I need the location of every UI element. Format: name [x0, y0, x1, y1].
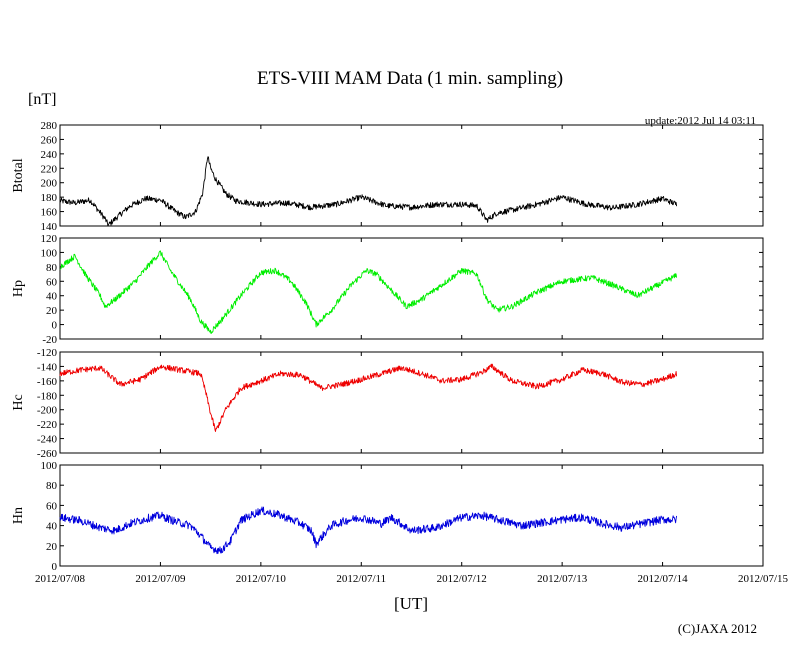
y-tick-label: 40	[46, 521, 58, 533]
x-tick-label: 2012/07/15	[738, 573, 789, 585]
y-tick-label: -260	[37, 448, 58, 460]
y-tick-label: -200	[37, 405, 58, 417]
y-tick-label: 120	[41, 233, 58, 245]
series-line-hc	[59, 363, 678, 432]
y-tick-label: 60	[46, 500, 58, 512]
y-tick-label: 0	[52, 320, 58, 332]
panel-label-btotal: Btotal	[11, 158, 26, 192]
y-tick-label: 80	[46, 262, 58, 274]
y-tick-label: 20	[46, 305, 58, 317]
panel-btotal: 140 160 180 200 220 240 260 280 Btotal	[11, 120, 764, 233]
y-tick-label: 60	[46, 276, 58, 288]
panel-label-hn: Hn	[11, 507, 26, 524]
y-tick-label: 20	[46, 541, 58, 553]
panel-frame-hc	[59, 351, 764, 454]
panel-label-hp: Hp	[11, 280, 26, 297]
y-tick-label: -220	[37, 419, 58, 431]
y-tick-label: 220	[41, 163, 58, 175]
y-tick-label: -240	[37, 434, 58, 446]
panel-frame-hn	[59, 464, 764, 567]
panel-hc: -260 -240 -220 -200 -180 -160 -140 -120 Hc	[11, 347, 764, 460]
y-tick-label: 140	[41, 221, 58, 233]
y-tick-label: -160	[37, 376, 58, 388]
x-tick-label: 2012/07/08	[35, 573, 86, 585]
panels-group: 140160180200220240260280Btotal-200204060…	[11, 120, 764, 573]
y-tick-label: 80	[46, 480, 58, 492]
panel-label-hc: Hc	[11, 394, 26, 410]
x-tick-label: 2012/07/13	[537, 573, 588, 585]
y-tick-label: 160	[41, 207, 58, 219]
x-tick-label: 2012/07/12	[437, 573, 487, 585]
series-line-hn	[59, 506, 678, 555]
y-tick-label: 240	[41, 149, 58, 161]
x-tick-labels: 2012/07/08 2012/07/09 2012/07/10 2012/07/11…	[35, 573, 789, 585]
chart-title: ETS-VIII MAM Data (1 min. sampling)	[257, 68, 563, 89]
y-tick-label: 100	[41, 247, 58, 259]
y-tick-label: 280	[41, 120, 58, 132]
x-tick-label: 2012/07/14	[638, 573, 689, 585]
copyright-text: (C)JAXA 2012	[678, 621, 757, 636]
series-line-btotal	[59, 156, 678, 227]
x-tick-label: 2012/07/09	[135, 573, 186, 585]
y-tick-label: 0	[52, 561, 58, 573]
panel-frame-btotal	[59, 124, 764, 227]
panel-frame-hp	[59, 237, 764, 340]
y-tick-label: -180	[37, 390, 58, 402]
x-axis-label: [UT]	[394, 594, 428, 613]
series-line-hp	[59, 250, 678, 334]
y-tick-label: 180	[41, 192, 58, 204]
panel-hp: -20 0 20 40 60 80 100 120 Hp	[11, 233, 764, 346]
x-tick-label: 2012/07/11	[336, 573, 386, 585]
y-tick-label: 100	[41, 460, 58, 472]
y-tick-label: 260	[41, 134, 58, 146]
update-timestamp: update:2012 Jul 14 03:11	[645, 115, 756, 127]
x-tick-label: 2012/07/10	[236, 573, 287, 585]
y-tick-label: -140	[37, 361, 58, 373]
panel-hn: 0 20 40 60 80 100 Hn	[11, 460, 764, 573]
y-tick-label: -120	[37, 347, 58, 359]
y-tick-label: -20	[42, 334, 57, 346]
unit-label: [nT]	[28, 91, 56, 108]
y-tick-label: 200	[41, 178, 58, 190]
y-tick-label: 40	[46, 291, 58, 303]
